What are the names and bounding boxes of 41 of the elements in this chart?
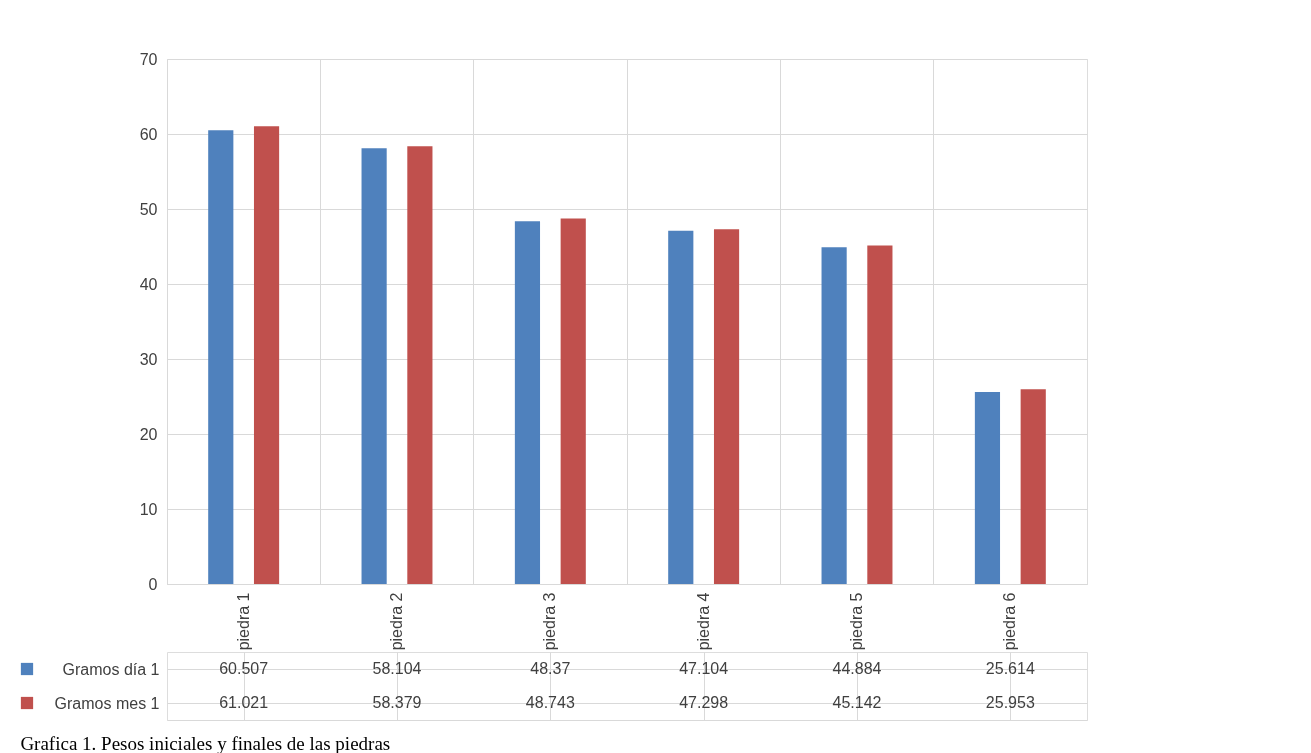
y-tick-label: 70 [139, 50, 158, 68]
y-tick-label: 50 [139, 200, 158, 218]
bar [407, 146, 433, 584]
bar [361, 148, 387, 584]
bar [560, 218, 586, 584]
data-label: 60.507 [219, 660, 269, 677]
legend-label: Gramos mes 1 [54, 694, 160, 712]
data-label: 47.298 [679, 694, 729, 711]
bar [713, 229, 740, 584]
y-tick-label: 10 [139, 500, 158, 518]
bar [867, 245, 893, 584]
data-label: 48.37 [530, 660, 571, 677]
data-label: 44.884 [832, 660, 882, 677]
bar [668, 230, 694, 584]
y-tick-label: 20 [139, 425, 158, 443]
data-label: 58.379 [372, 694, 422, 711]
y-tick-label: 30 [139, 350, 158, 368]
data-label: 58.104 [372, 660, 422, 677]
x-tick-label: piedra 3 [541, 592, 559, 651]
legend-label: Gramos día 1 [62, 660, 160, 678]
data-label: 48.743 [525, 694, 575, 711]
bar [208, 130, 234, 584]
data-label: 25.614 [985, 660, 1035, 677]
y-tick-label: 60 [139, 125, 158, 143]
x-tick-label: piedra 6 [1001, 592, 1019, 651]
data-label: 25.953 [985, 694, 1035, 711]
x-tick-label: piedra 2 [388, 592, 405, 651]
bar [1020, 389, 1046, 584]
x-tick-label: piedra 5 [848, 592, 865, 651]
bar [253, 126, 280, 584]
text: Grafica 1. Pesos iniciales y finales de las piedras [20, 732, 391, 753]
data-label: 47.104 [679, 660, 729, 677]
bar [974, 391, 1001, 584]
data-label: 45.142 [832, 694, 882, 711]
bar [514, 221, 541, 584]
y-tick-label: 40 [139, 275, 158, 293]
x-tick-label: piedra 1 [234, 592, 252, 651]
y-tick-label: 0 [148, 575, 158, 593]
bar [821, 247, 847, 584]
data-label: 61.021 [219, 694, 269, 711]
x-tick-label: piedra 4 [694, 592, 712, 651]
